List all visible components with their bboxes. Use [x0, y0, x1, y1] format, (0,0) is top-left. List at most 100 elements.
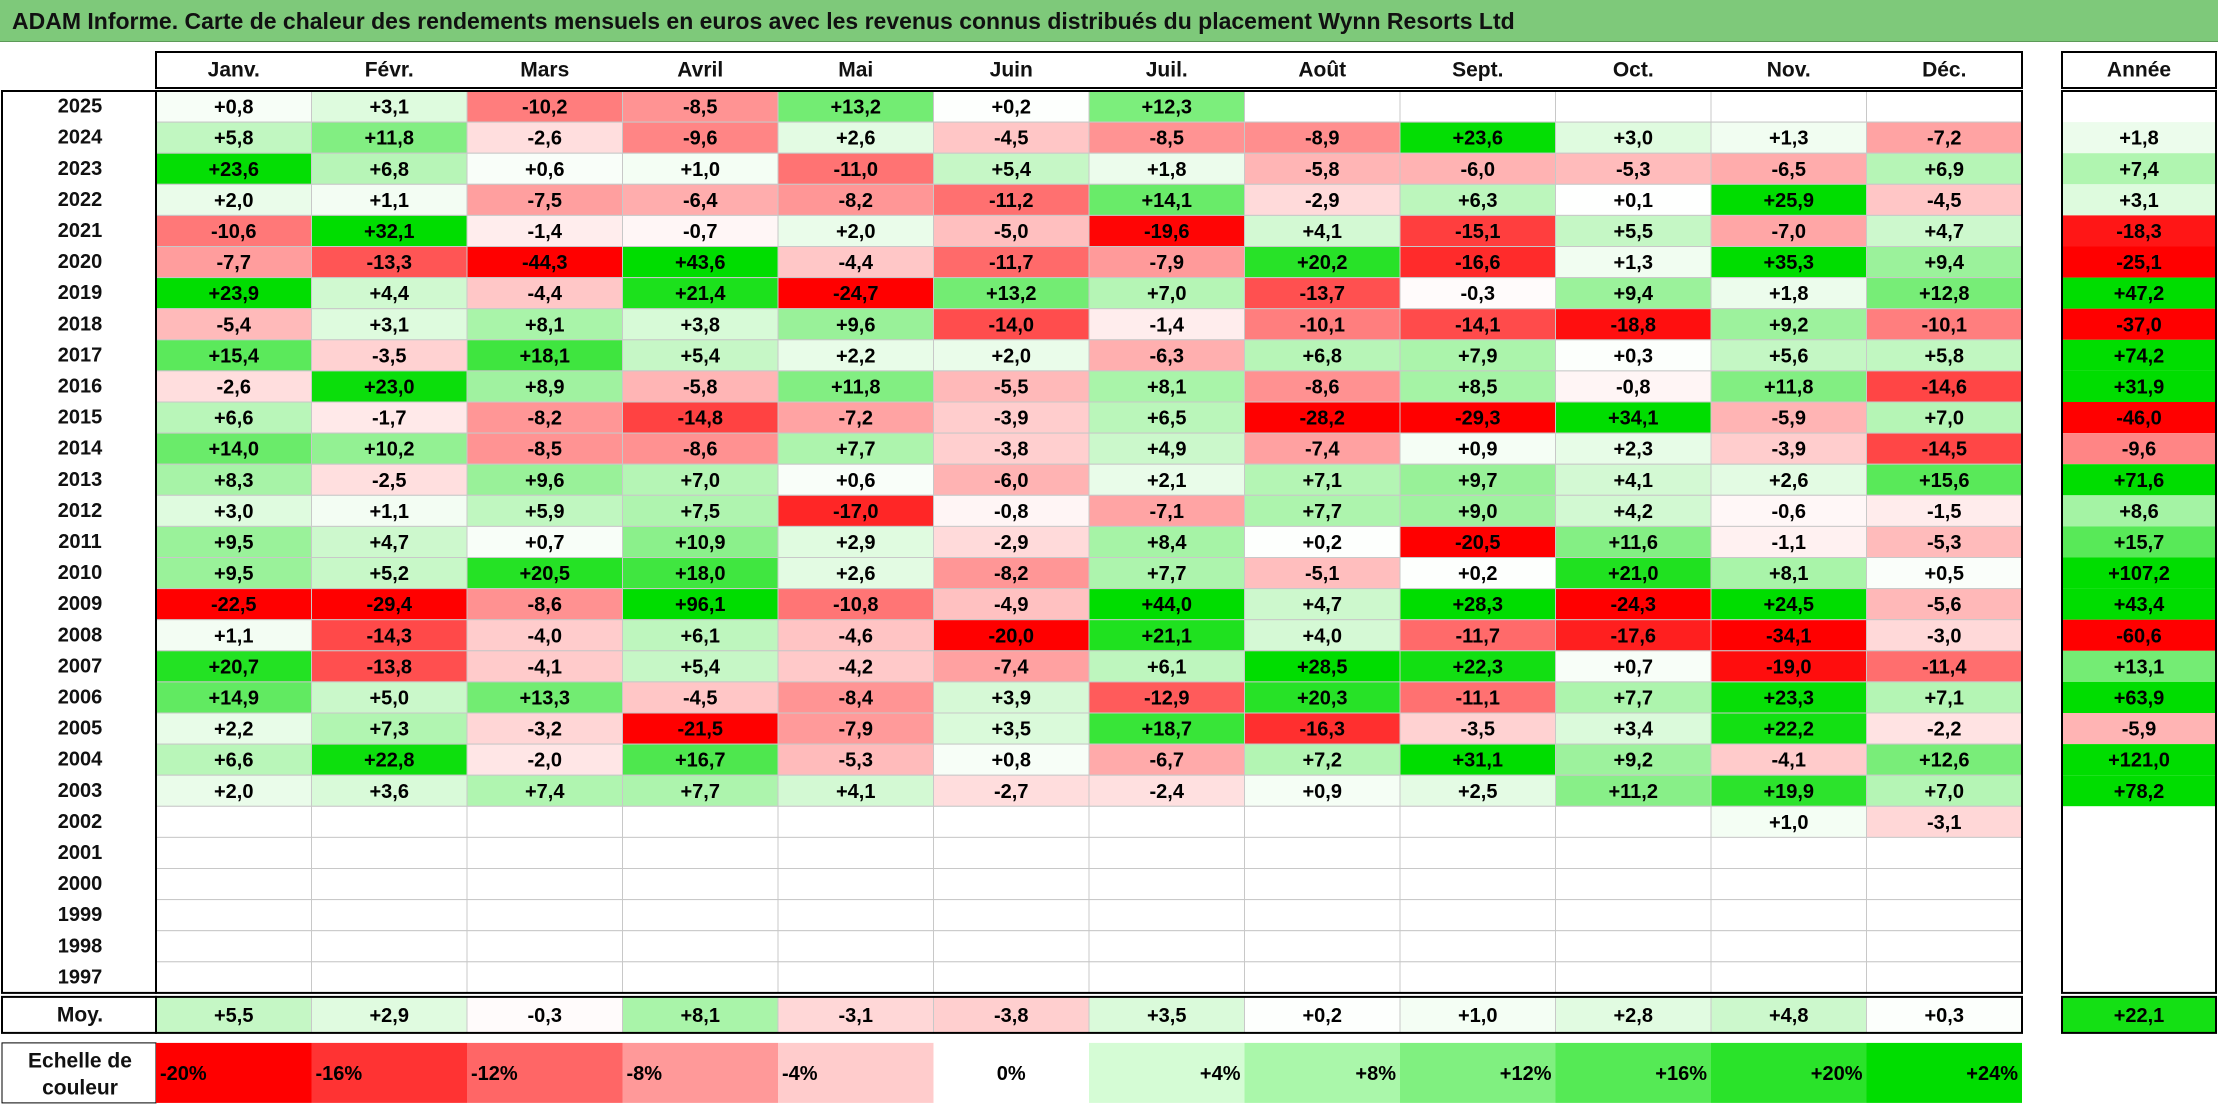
cell-value: +1,8 — [1147, 159, 1186, 181]
heatmap-cell — [1244, 246, 1401, 279]
cell-value: +8,5 — [1458, 376, 1497, 398]
heatmap-cell — [1244, 868, 1401, 901]
heatmap-cell — [933, 805, 1090, 838]
cell-value: +19,9 — [1763, 781, 1814, 803]
heatmap-cell — [311, 432, 468, 465]
heatmap-cell — [1244, 899, 1401, 932]
heatmap-cell — [777, 899, 934, 932]
cell-value: -13,8 — [366, 656, 412, 678]
heatmap-cell — [1866, 836, 2023, 870]
heatmap-cell — [1555, 868, 1712, 901]
year-label: 2025 — [58, 96, 103, 118]
cell-value: +15,6 — [1919, 470, 1970, 492]
heatmap-cell — [1866, 557, 2023, 590]
heatmap-cell — [1710, 214, 1867, 247]
cell-value: +7,1 — [1925, 687, 1964, 709]
year-label: 2008 — [58, 624, 103, 646]
annual-value: +121,0 — [2108, 750, 2170, 772]
heatmap-cell — [622, 339, 779, 372]
cell-value: +31,1 — [1452, 750, 1503, 772]
cell-value: +28,5 — [1297, 656, 1348, 678]
heatmap-cell — [466, 494, 623, 527]
scale-swatch-label: -16% — [316, 1063, 363, 1085]
cell-value: +2,0 — [214, 781, 253, 803]
heatmap-cell — [155, 463, 312, 496]
heatmap-cell — [311, 494, 468, 527]
cell-value: +16,7 — [675, 750, 726, 772]
cell-value: +8,1 — [1147, 376, 1186, 398]
cell-value: -24,3 — [1610, 594, 1656, 616]
heatmap-cell — [933, 308, 1090, 341]
cell-value: +1,3 — [1614, 252, 1653, 274]
cell-value: -14,6 — [1921, 376, 1967, 398]
cell-value: -4,1 — [1772, 750, 1806, 772]
cell-value: +1,0 — [681, 159, 720, 181]
cell-value: +9,0 — [1458, 501, 1497, 523]
scale-swatch — [1400, 1042, 1556, 1103]
cell-value: +44,0 — [1141, 594, 1192, 616]
cell-value: -8,6 — [1305, 376, 1339, 398]
cell-value: -2,5 — [372, 470, 406, 492]
annual-value: +43,4 — [2114, 594, 2165, 616]
average-label-border — [1, 995, 157, 1034]
heatmap-cell — [622, 619, 779, 652]
cell-value: +6,3 — [1458, 190, 1497, 212]
cell-value: -5,5 — [994, 376, 1028, 398]
average-value: +2,8 — [1614, 1005, 1653, 1027]
heatmap-cell — [1244, 432, 1401, 465]
heatmap-cell — [466, 246, 623, 279]
heatmap-cell — [1710, 650, 1867, 683]
cell-value: -28,2 — [1299, 408, 1345, 430]
heatmap-cell — [1555, 836, 1712, 870]
heatmap-cell — [155, 868, 312, 901]
heatmap-cell — [1088, 868, 1245, 901]
heatmap-cell — [1866, 277, 2023, 310]
cell-value: -8,4 — [839, 687, 874, 709]
month-header: Oct. — [1613, 59, 1654, 82]
year-label: 2018 — [58, 313, 103, 335]
cell-value: -8,9 — [1305, 128, 1339, 150]
cell-value: +3,1 — [370, 97, 409, 119]
heatmap-cell — [466, 743, 623, 776]
heatmap-cell — [1088, 588, 1245, 621]
heatmap-cell — [466, 805, 623, 838]
cell-value: +0,9 — [1303, 781, 1342, 803]
cell-value: -5,9 — [1772, 408, 1806, 430]
cell-value: -1,4 — [528, 221, 563, 243]
heatmap-cell — [311, 121, 468, 154]
scale-swatch — [467, 1042, 623, 1103]
cell-value: -7,9 — [839, 719, 873, 741]
cell-value: -7,4 — [994, 656, 1029, 678]
heatmap-cell — [622, 743, 779, 776]
cell-value: -8,2 — [528, 408, 562, 430]
heatmap-cell — [1710, 277, 1867, 310]
cell-value: +6,6 — [214, 750, 253, 772]
heatmap-cell — [1244, 619, 1401, 652]
cell-value: -2,4 — [1150, 781, 1185, 803]
heatmap-cell — [311, 681, 468, 714]
annual-value: +8,6 — [2119, 501, 2158, 523]
scale-swatch — [1866, 1042, 2022, 1103]
cell-value: +7,2 — [1303, 750, 1342, 772]
heatmap-cell — [933, 152, 1090, 185]
cell-value: -10,2 — [522, 97, 568, 119]
cell-value: -2,9 — [994, 532, 1028, 554]
average-cell — [622, 996, 779, 1034]
heatmap-cell — [622, 930, 779, 963]
year-label: 1999 — [58, 904, 103, 926]
heatmap-cell — [1555, 90, 1712, 123]
cell-value: +0,3 — [1614, 345, 1653, 367]
cell-value: +5,4 — [992, 159, 1032, 181]
cell-value: +7,4 — [525, 781, 565, 803]
cell-value: +13,2 — [830, 97, 881, 119]
cell-value: +9,2 — [1769, 314, 1808, 336]
heatmap-cell — [622, 868, 779, 901]
cell-value: -6,4 — [683, 190, 718, 212]
cell-value: +9,5 — [214, 532, 253, 554]
heatmap-cell — [933, 494, 1090, 527]
heatmap-cell — [311, 214, 468, 247]
scale-swatch — [778, 1042, 934, 1103]
heatmap-cell — [1244, 370, 1401, 403]
cell-value: -6,0 — [994, 470, 1028, 492]
scale-swatch-label: +16% — [1655, 1063, 1707, 1085]
